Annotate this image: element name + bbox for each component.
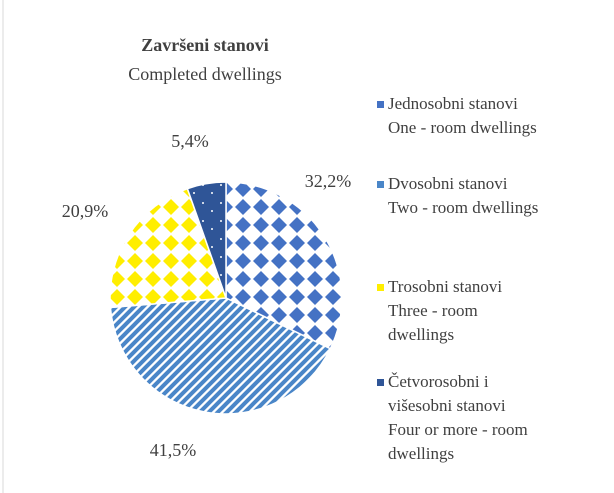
pie-slice <box>109 187 228 309</box>
pie-slice <box>109 297 332 415</box>
data-label: 32,2% <box>305 171 352 191</box>
legend-label: Četvorosobni i višesobni stanovi Four or… <box>388 372 528 463</box>
data-label: 41,5% <box>150 440 197 460</box>
data-label: 5,4% <box>171 131 209 151</box>
legend-label: Trosobni stanovi Three - room dwellings <box>388 277 503 344</box>
legend-marker <box>377 181 384 188</box>
chart-subtitle: Completed dwellings <box>128 64 281 84</box>
legend-label: Dvosobni stanovi Two - room dwellings <box>388 174 539 217</box>
pie-slice <box>186 181 227 299</box>
data-label: 20,9% <box>62 201 109 221</box>
legend-label: Jednosobni stanovi One - room dwellings <box>388 94 537 137</box>
pie-slice <box>225 181 343 350</box>
legend-marker <box>377 379 384 386</box>
legend-marker <box>377 101 384 108</box>
chart-title: Završeni stanovi <box>141 35 269 55</box>
legend-marker <box>377 284 384 291</box>
